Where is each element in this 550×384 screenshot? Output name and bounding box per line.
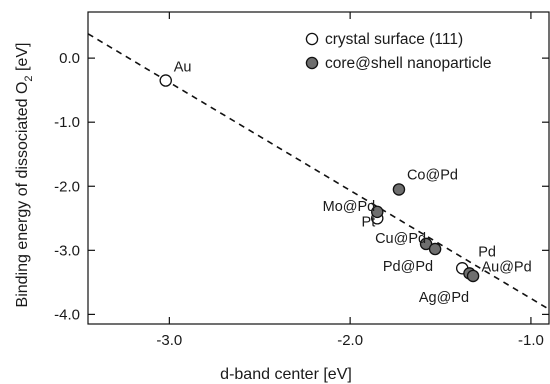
legend-marker-crystal-surface [305, 32, 319, 46]
data-label-mo-at-pd: Mo@Pd [323, 199, 376, 215]
y-axis-title-main: Binding energy of dissociated O [14, 82, 31, 308]
data-label-pd-at-pd: Pd@Pd [383, 259, 433, 275]
y-tick-label: -3.0 [54, 242, 80, 259]
legend-label-crystal-surface: crystal surface (111) [325, 31, 463, 48]
data-label-cu-at-pd: Cu@Pd [375, 231, 426, 247]
legend-label-core-shell: core@shell nanoparticle [325, 55, 492, 72]
data-points [159, 74, 480, 283]
data-label-au: Au [174, 60, 192, 76]
axis-ticks: -3.0 -2.0 -1.0 0.0 -1.0 -2.0 -3.0 -4.0 [54, 12, 549, 349]
data-point-co-at-pd [392, 183, 406, 196]
y-axis-title: Binding energy of dissociated O2 [eV] [14, 43, 35, 308]
data-label-au-at-pd: Au@Pd [481, 259, 531, 275]
x-tick-label: -3.0 [156, 332, 182, 349]
y-tick-label: 0.0 [59, 50, 80, 67]
x-tick-label: -2.0 [337, 332, 363, 349]
legend: crystal surface (111) core@shell nanopar… [305, 31, 492, 72]
data-point-mo-at-pd [371, 205, 384, 219]
y-tick-label: -2.0 [54, 178, 80, 195]
data-point-ag-at-pd [466, 269, 480, 283]
data-label-pd: Pd [478, 244, 496, 260]
data-label-co-at-pd: Co@Pd [407, 167, 458, 183]
y-axis-title-unit: [eV] [14, 43, 31, 76]
legend-marker-core-shell [305, 56, 319, 70]
data-label-pt: Pt [362, 214, 376, 230]
trend-fit-line [87, 33, 550, 310]
y-tick-label: -1.0 [54, 114, 80, 131]
plot-area-frame [87, 11, 550, 325]
data-point-pd-at-pd [428, 242, 442, 256]
data-label-ag-at-pd: Ag@Pd [419, 290, 469, 306]
x-axis-title: d-band center [eV] [220, 366, 352, 383]
x-tick-label: -1.0 [518, 332, 544, 349]
y-tick-label: -4.0 [54, 306, 80, 323]
data-point-au [159, 74, 172, 87]
data-point-labels: Au Pt Pd Co@Pd Mo@Pd Cu@Pd Pd@Pd Au@Pd Ag@Pd [174, 60, 532, 306]
y-axis-title-subscript: 2 [23, 75, 35, 81]
